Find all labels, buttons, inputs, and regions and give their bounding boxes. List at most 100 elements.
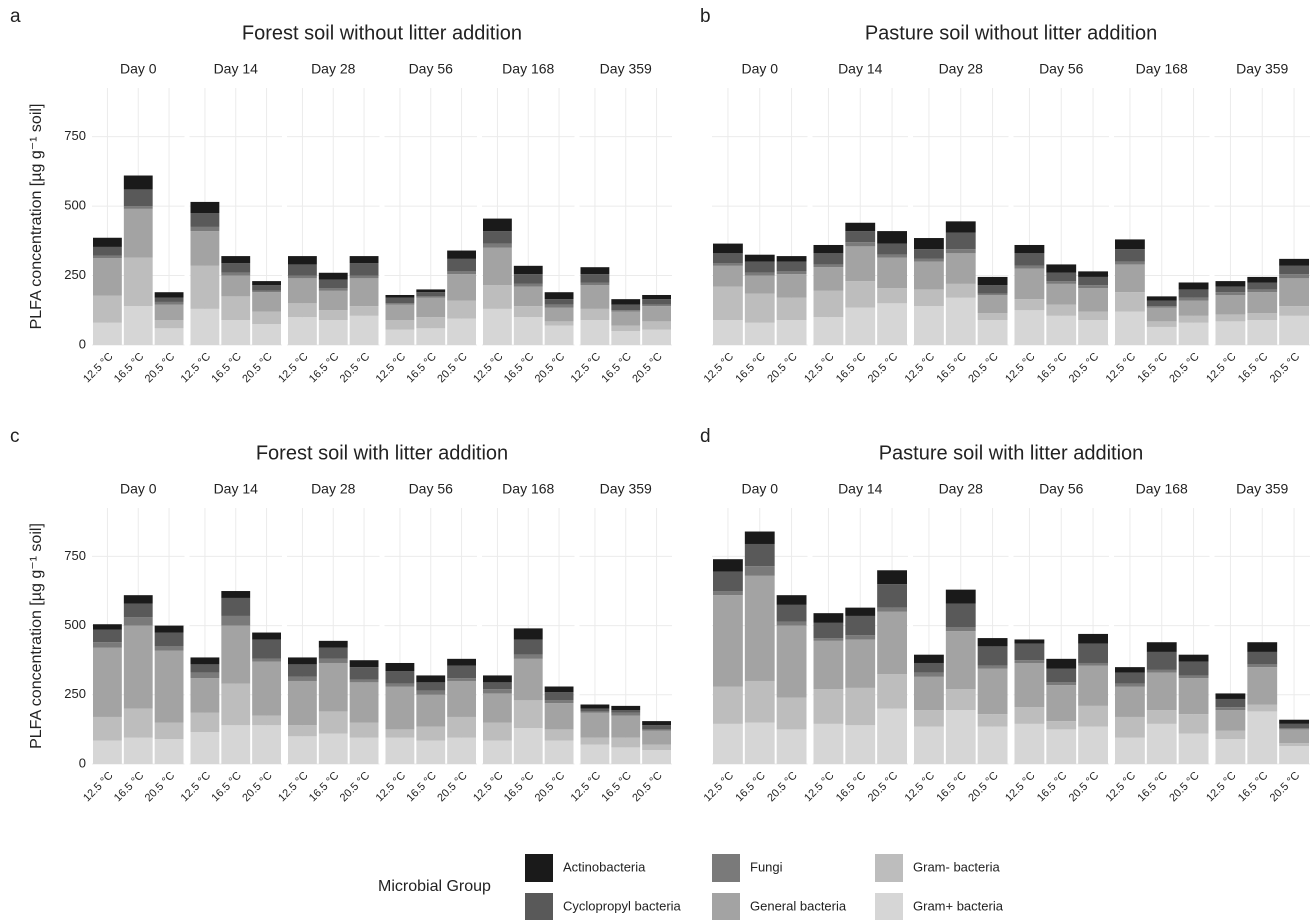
bar-segment — [252, 725, 281, 764]
bar-segment — [877, 674, 907, 709]
bar-segment — [1115, 311, 1145, 345]
bar-segment — [1078, 319, 1108, 345]
x-tick-label: 12.5 °C — [179, 351, 214, 386]
bar-segment — [1014, 253, 1045, 266]
facet-label: Day 28 — [311, 61, 356, 77]
bar-segment — [385, 729, 415, 738]
x-tick-label: 20.5 °C — [966, 351, 1001, 386]
y-tick-label: 250 — [64, 686, 86, 701]
bar-segment — [483, 722, 512, 741]
bar-segment — [252, 281, 281, 286]
bar-segment — [713, 595, 743, 687]
bar-segment — [945, 221, 976, 233]
bar-segment — [447, 271, 476, 275]
bar-segment — [642, 730, 671, 745]
x-tick-label: 12.5 °C — [276, 351, 311, 386]
bar-segment — [877, 254, 907, 258]
bar-segment — [123, 206, 153, 209]
y-axis-label: PLFA concentration [µg g⁻¹ soil] — [28, 523, 45, 749]
bar-segment — [1247, 313, 1278, 320]
x-tick-label: 16.5 °C — [1135, 770, 1170, 805]
bar-segment — [288, 657, 317, 665]
bar-segment — [642, 729, 671, 731]
bar-segment — [1279, 728, 1309, 730]
bar-segment — [1014, 660, 1045, 663]
bar-segment — [813, 244, 844, 254]
x-tick-label: 16.5 °C — [404, 770, 439, 805]
bar-segment — [349, 306, 379, 316]
bar-segment — [776, 604, 807, 622]
x-tick-label: 16.5 °C — [1035, 770, 1070, 805]
bar-segment — [123, 617, 153, 626]
bar-segment — [1146, 710, 1177, 724]
series-4: Gram- bacteria — [93, 257, 671, 332]
bar-segment — [977, 726, 1008, 764]
bar-segment — [154, 304, 184, 320]
x-tick-label: 12.5 °C — [903, 351, 938, 386]
bar-segment — [945, 589, 976, 604]
bar-segment — [349, 275, 379, 279]
panel-label: c — [10, 426, 20, 447]
bar-segment — [813, 689, 844, 724]
x-tick-label: 16.5 °C — [209, 770, 244, 805]
bar-segment — [1115, 292, 1145, 312]
x-tick-label: 12.5 °C — [81, 770, 116, 805]
bar-segment — [1078, 643, 1108, 663]
bar-segment — [513, 654, 543, 659]
x-tick-label: 16.5 °C — [112, 770, 147, 805]
facet-label: Day 28 — [939, 481, 984, 497]
bar-segment — [713, 591, 743, 596]
bar-segment — [1078, 705, 1108, 727]
bar-segment — [977, 646, 1008, 666]
bar-segment — [349, 256, 379, 264]
bar-segment — [221, 256, 251, 264]
bar-segment — [252, 661, 281, 716]
bar-segment — [1078, 288, 1108, 312]
bar-segment — [349, 278, 379, 307]
facet-label: Day 14 — [838, 481, 883, 497]
bar-segment — [1178, 297, 1209, 301]
bar-segment — [123, 175, 153, 190]
chart-title: Forest soil without litter addition — [242, 22, 522, 44]
bar-segment — [1247, 289, 1278, 293]
x-tick-label: 16.5 °C — [502, 351, 537, 386]
chart-title: Pasture soil without litter addition — [865, 22, 1157, 44]
bar-segment — [813, 638, 844, 641]
bar-segment — [1046, 682, 1077, 686]
bar-segment — [1078, 633, 1108, 644]
x-tick-label: 16.5 °C — [404, 351, 439, 386]
bar-segment — [416, 690, 446, 695]
series-0: Actinobacteria — [93, 175, 671, 305]
bar-segment — [1215, 314, 1246, 322]
bar-segment — [1014, 268, 1045, 300]
bar-segment — [744, 566, 775, 576]
x-tick-label: 12.5 °C — [569, 770, 604, 805]
bar-segment — [611, 710, 641, 713]
bar-segment — [776, 274, 807, 298]
bar-segment — [544, 304, 574, 308]
bar-segment — [1115, 716, 1145, 738]
bar-segment — [93, 255, 122, 259]
bar-segment — [845, 231, 876, 243]
bar-segment — [288, 256, 317, 265]
bar-segment — [611, 304, 641, 311]
bar-segment — [349, 682, 379, 723]
bar-segment — [813, 640, 844, 690]
x-tick-label: 16.5 °C — [1035, 351, 1070, 386]
x-tick-label: 12.5 °C — [1204, 770, 1239, 805]
bar-segment — [945, 283, 976, 298]
bar-segment — [252, 285, 281, 291]
bar-segment — [877, 243, 907, 255]
series-2: Fungi — [713, 566, 1309, 730]
x-tick-label: 20.5 °C — [1067, 770, 1102, 805]
bar-segment — [713, 686, 743, 724]
bar-segment — [744, 293, 775, 323]
bar-segment — [877, 231, 907, 244]
y-tick-label: 0 — [79, 755, 86, 770]
bar-segment — [544, 703, 574, 730]
bar-segment — [385, 329, 415, 345]
bar-segment — [318, 272, 348, 280]
x-tick-label: 20.5 °C — [240, 770, 275, 805]
bar-segment — [447, 258, 476, 272]
bar-segment — [914, 672, 944, 677]
